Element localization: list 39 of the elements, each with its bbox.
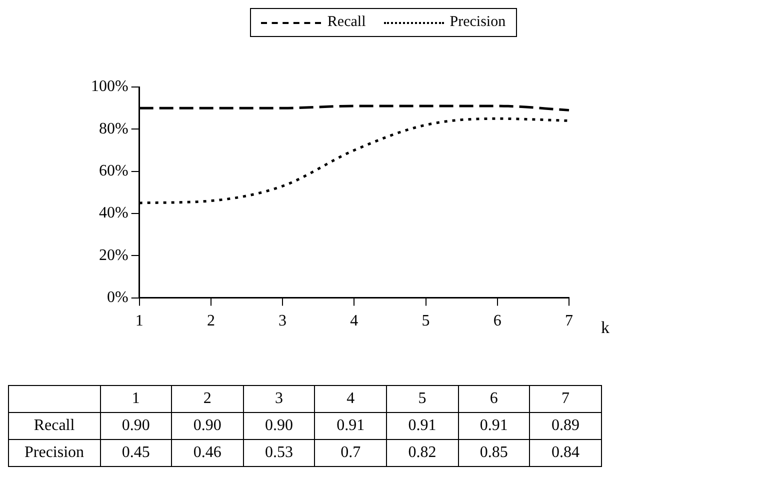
x-axis-title: k bbox=[601, 318, 610, 337]
data-label: 0.90 bbox=[172, 412, 244, 440]
data-label: 0.7 bbox=[314, 440, 386, 466]
category-label: 3 bbox=[275, 390, 284, 407]
y-tick-label: 0% bbox=[107, 289, 128, 306]
data-label: 0.91 bbox=[386, 412, 458, 440]
category-label: 7 bbox=[561, 390, 570, 407]
text: Recall bbox=[34, 417, 75, 434]
data-label: 0.89 bbox=[530, 412, 602, 440]
y-tick-label: 60% bbox=[99, 162, 128, 180]
x-tick-label: 1 bbox=[135, 312, 144, 330]
data-label: 0.85 bbox=[458, 440, 530, 466]
x-tick-label: 5 bbox=[422, 312, 430, 330]
data-label: 0.53 bbox=[243, 440, 315, 466]
category-label: 2 bbox=[203, 390, 212, 407]
category-label: 1 bbox=[132, 390, 140, 407]
data-label: 0.90 bbox=[100, 412, 172, 440]
x-tick-label: 4 bbox=[350, 312, 358, 330]
x-tick-label: 2 bbox=[206, 312, 215, 330]
data-label: 0.46 bbox=[172, 440, 244, 466]
y-tick-label: 80% bbox=[99, 120, 128, 138]
data-label: 0.82 bbox=[386, 440, 458, 466]
category-label: 5 bbox=[418, 390, 426, 407]
y-tick-label: 40% bbox=[99, 204, 128, 222]
data-label: 0.90 bbox=[243, 412, 315, 440]
category-label: 4 bbox=[346, 390, 355, 407]
x-tick-label: 6 bbox=[493, 312, 502, 330]
data-label: 0.91 bbox=[458, 412, 530, 440]
category-label: 6 bbox=[490, 390, 498, 407]
text: Precision bbox=[24, 444, 84, 461]
data-label: 0.45 bbox=[100, 440, 172, 466]
x-tick-label: 7 bbox=[565, 312, 573, 330]
y-tick-label: 20% bbox=[99, 246, 128, 264]
x-tick-label: 3 bbox=[278, 312, 287, 330]
legend-label: Precision bbox=[450, 14, 506, 31]
y-tick-label: 100% bbox=[91, 78, 128, 96]
data-label: 0.84 bbox=[530, 440, 602, 466]
legend-label: Recall bbox=[327, 14, 366, 31]
data-label: 0.91 bbox=[314, 412, 386, 440]
